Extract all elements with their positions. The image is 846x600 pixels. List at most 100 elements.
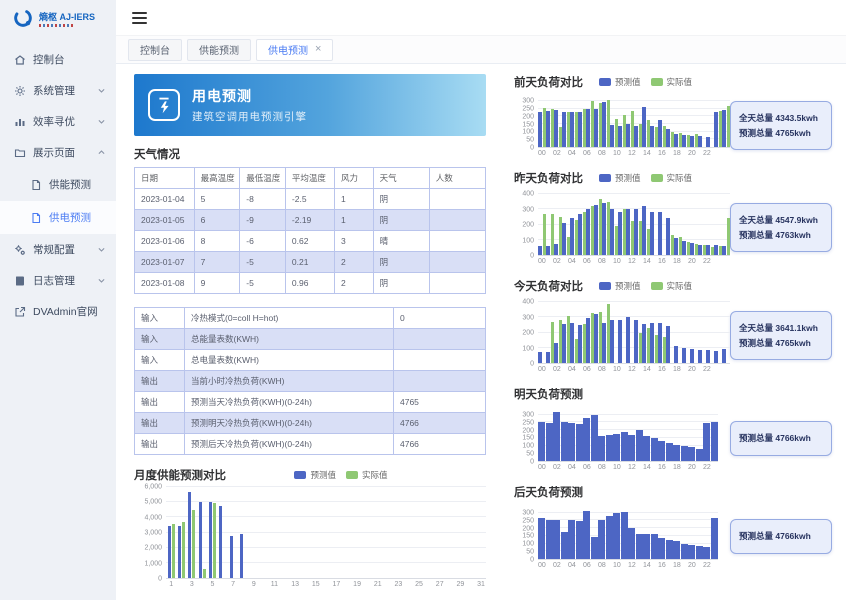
logo-brand-text: 熵枢 AJ-IERS [39,11,96,22]
legend-label: 实际值 [666,173,693,183]
table-cell: 当前小时冷热负荷(KWH) [184,370,394,392]
column-header: 平均温度 [284,167,336,189]
table-cell: 0.21 [284,251,336,273]
table-cell: -5 [239,251,286,273]
folder-icon [14,147,26,159]
main-area: 控制台 供能预测 供电预测 × 用电预测 建筑空调用电预测引擎 [116,0,846,600]
table-cell [428,230,487,252]
chevron-down-icon [97,245,106,254]
table-row[interactable]: 2023-01-07 7 -5 0.21 2 阴 [134,251,487,273]
table-cell: 晴 [372,230,430,252]
legend-item[interactable]: 预测值 [294,469,336,481]
table-cell: 预测明天冷热负荷(KWH)(0-24h) [184,412,394,434]
table-cell: -9 [239,209,286,231]
sidebar-item-general-config[interactable]: 常规配置 [0,234,116,265]
chart-title: 明天负荷预测 [514,389,583,401]
summary-box: 预测总量 4766kwh [730,421,832,456]
io-table: 输入 冷热模式(0=coll H=hot) 0 输入 总能量表数(KWH) 输入 总电量表数… [134,307,486,455]
legend-label: 实际值 [666,77,693,87]
table-cell: 预测后天冷热负荷(KWH)(0-24h) [184,433,394,455]
chevron-down-icon [97,86,106,95]
summary-box: 全天总量 4343.5kwh 预测总量 4765kwh [730,101,832,150]
legend-item[interactable]: 实际值 [346,469,388,481]
table-row[interactable]: 输出 预测后天冷热负荷(KWH)(0-24h) 4766 [134,433,486,455]
table-cell: 输出 [134,412,185,434]
table-cell: 2023-01-06 [134,230,195,252]
legend-item[interactable]: 预测值 [599,172,641,184]
table-cell: -6 [239,230,286,252]
monthly-bar-chart: 0 1,000 2,000 3,000 4,000 5,000 6,000 1 3 5 7 9 11 13… [144,483,486,588]
table-row[interactable]: 输出 预测明天冷热负荷(KWH)(0-24h) 4766 [134,412,486,434]
table-cell: 8 [193,230,241,252]
legend-item[interactable]: 预测值 [599,76,641,88]
legend-item[interactable]: 预测值 [599,280,641,292]
table-cell: -8 [239,188,286,210]
table-cell [393,370,486,392]
table-row[interactable]: 输入 总电量表数(KWH) [134,349,486,371]
legend-swatch [346,471,358,479]
table-cell: 0.96 [284,272,336,294]
chart-legend: 预测值 实际值 [599,280,692,292]
legend-swatch [650,282,663,290]
table-row[interactable]: 输入 冷热模式(0=coll H=hot) 0 [134,307,486,329]
table-cell: 2023-01-04 [134,188,195,210]
tab-energy-forecast[interactable]: 供能预测 [187,38,251,61]
table-cell: -2.5 [284,188,336,210]
table-cell: 输入 [134,349,185,371]
hourly-bar-chart: 0 100 200 300 400 00 02 04 06 08 10 12 14 16 18 20 22 [514,191,730,265]
table-cell [428,251,487,273]
table-row[interactable]: 输出 预测当天冷热负荷(KWH)(0-24h) 4765 [134,391,486,413]
table-cell: -2.19 [284,209,336,231]
sidebar-item-system-mgmt[interactable]: 系统管理 [0,75,116,106]
hamburger-icon[interactable] [132,11,147,24]
table-row[interactable]: 2023-01-04 5 -8 -2.5 1 阴 [134,188,487,210]
table-cell: 2 [334,251,374,273]
chart-title: 今天负荷对比 [514,281,583,293]
legend-label: 实际值 [666,281,693,291]
gear-icon [14,85,26,97]
summary-box: 预测总量 4766kwh [730,519,832,554]
sidebar-item-log-mgmt[interactable]: 日志管理 [0,265,116,296]
legend-swatch [599,282,611,290]
sidebar-item-dvadmin-site[interactable]: DVAdmin官网 [0,296,116,327]
table-row[interactable]: 2023-01-08 9 -5 0.96 2 阴 [134,272,487,294]
sidebar-item-energy-forecast[interactable]: 供能预测 [0,168,116,201]
summary-box: 全天总量 4547.9kwh 预测总量 4763kwh [730,203,832,252]
sidebar-item-display-pages[interactable]: 展示页面 [0,137,116,168]
legend-swatch [599,78,611,86]
table-cell: 输入 [134,328,185,350]
weather-table-header: 日期 最高温度 最低温度 平均温度 风力 天气 人数 [134,167,487,189]
table-cell: 预测当天冷热负荷(KWH)(0-24h) [184,391,394,413]
sidebar-item-efficiency[interactable]: 效率寻优 [0,106,116,137]
table-cell: 3 [334,230,374,252]
legend-item[interactable]: 实际值 [650,172,693,184]
sidebar-item-console[interactable]: 控制台 [0,44,116,75]
app-logo[interactable]: 熵枢 AJ-IERS [0,0,116,36]
table-cell: 阴 [372,272,430,294]
table-row[interactable]: 2023-01-05 6 -9 -2.19 1 阴 [134,209,487,231]
right-panel: 前天负荷对比 预测值 实际值 0 50 100 150 200 250 300 00 02 04 06… [514,74,832,600]
tab-console[interactable]: 控制台 [128,38,182,61]
monthly-chart-title: 月度供能预测对比 [134,470,226,482]
summary-line: 全天总量 4343.5kwh [739,113,818,124]
table-cell: 4766 [393,433,486,455]
hourly-bar-chart: 0 50 100 150 200 250 300 00 02 04 06 08 10 12 14 16 18 20… [514,508,718,569]
legend-item[interactable]: 实际值 [650,280,693,292]
chart-title: 前天负荷对比 [514,77,583,89]
table-cell: 阴 [372,251,430,273]
table-cell: 4765 [393,391,486,413]
legend-item[interactable]: 实际值 [650,76,693,88]
table-cell: 6 [193,209,241,231]
tab-power-forecast[interactable]: 供电预测 × [256,38,334,61]
table-row[interactable]: 输出 当前小时冷热负荷(KWH) [134,370,486,392]
chart-section-tomorrow: 明天负荷预测 0 50 100 150 200 250 300 00 02 04 06 08 10 12 1… [514,386,832,471]
sidebar-item-power-forecast[interactable]: 供电预测 [0,201,116,234]
table-cell [393,349,486,371]
lightning-icon [148,89,180,121]
table-row[interactable]: 输入 总能量表数(KWH) [134,328,486,350]
table-row[interactable]: 2023-01-06 8 -6 0.62 3 晴 [134,230,487,252]
table-cell: 总电量表数(KWH) [184,349,394,371]
table-cell: 1 [334,209,374,231]
tab-close-icon[interactable]: × [315,43,322,55]
chevron-up-icon [97,148,106,157]
